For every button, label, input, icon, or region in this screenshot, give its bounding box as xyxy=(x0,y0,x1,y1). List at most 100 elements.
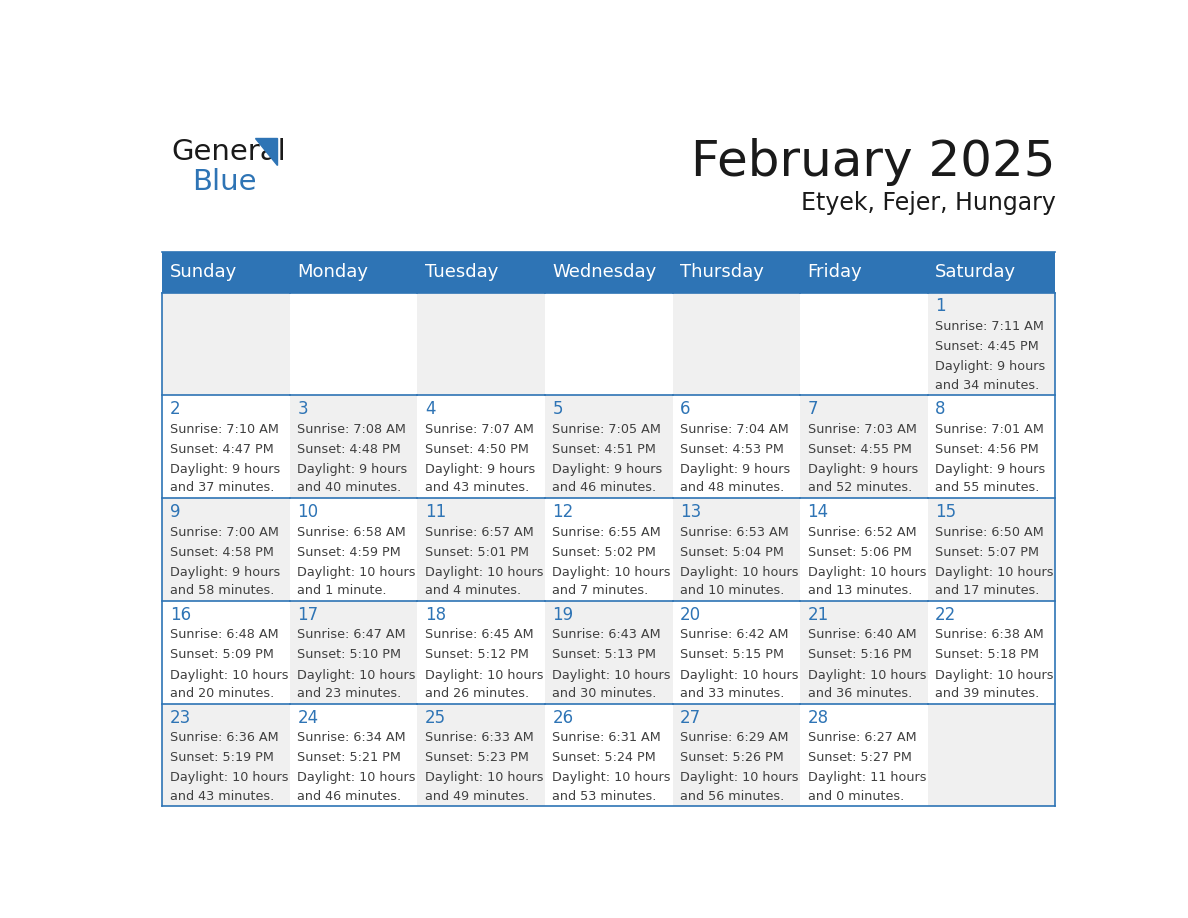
Text: and 58 minutes.: and 58 minutes. xyxy=(170,584,274,598)
Text: Sunrise: 6:33 AM: Sunrise: 6:33 AM xyxy=(425,732,533,744)
Bar xyxy=(801,601,928,703)
Text: Sunrise: 7:11 AM: Sunrise: 7:11 AM xyxy=(935,320,1044,333)
Text: Sunday: Sunday xyxy=(170,263,236,281)
Text: Daylight: 10 hours: Daylight: 10 hours xyxy=(425,771,543,784)
Text: 1: 1 xyxy=(935,297,946,316)
Text: Sunrise: 6:34 AM: Sunrise: 6:34 AM xyxy=(297,732,406,744)
Text: Sunset: 5:01 PM: Sunset: 5:01 PM xyxy=(425,545,529,559)
Text: and 40 minutes.: and 40 minutes. xyxy=(297,481,402,495)
Bar xyxy=(801,498,928,601)
Text: 23: 23 xyxy=(170,709,191,726)
Text: Sunrise: 6:52 AM: Sunrise: 6:52 AM xyxy=(808,526,916,539)
Bar xyxy=(163,293,290,396)
Bar xyxy=(163,396,290,498)
Text: 17: 17 xyxy=(297,606,318,624)
Text: Daylight: 9 hours: Daylight: 9 hours xyxy=(808,463,918,476)
Bar xyxy=(545,498,672,601)
Text: Sunset: 4:56 PM: Sunset: 4:56 PM xyxy=(935,442,1040,456)
Text: Sunrise: 7:01 AM: Sunrise: 7:01 AM xyxy=(935,423,1044,436)
Text: Sunrise: 6:45 AM: Sunrise: 6:45 AM xyxy=(425,629,533,642)
Text: 26: 26 xyxy=(552,709,574,726)
Text: Blue: Blue xyxy=(191,168,257,196)
Polygon shape xyxy=(255,139,278,165)
Text: Etyek, Fejer, Hungary: Etyek, Fejer, Hungary xyxy=(801,192,1055,216)
Text: Sunrise: 6:29 AM: Sunrise: 6:29 AM xyxy=(680,732,789,744)
Text: Sunset: 5:21 PM: Sunset: 5:21 PM xyxy=(297,751,402,765)
Bar xyxy=(290,498,417,601)
Text: Daylight: 9 hours: Daylight: 9 hours xyxy=(935,360,1045,374)
Text: February 2025: February 2025 xyxy=(691,139,1055,186)
Text: Sunset: 4:58 PM: Sunset: 4:58 PM xyxy=(170,545,273,559)
Text: Sunset: 5:16 PM: Sunset: 5:16 PM xyxy=(808,648,911,662)
Text: Daylight: 9 hours: Daylight: 9 hours xyxy=(297,463,407,476)
Text: Daylight: 11 hours: Daylight: 11 hours xyxy=(808,771,927,784)
Text: 28: 28 xyxy=(808,709,829,726)
Text: 24: 24 xyxy=(297,709,318,726)
Text: Sunrise: 6:48 AM: Sunrise: 6:48 AM xyxy=(170,629,278,642)
Text: 22: 22 xyxy=(935,606,956,624)
Text: Daylight: 10 hours: Daylight: 10 hours xyxy=(425,565,543,578)
Text: and 46 minutes.: and 46 minutes. xyxy=(297,789,402,802)
Text: 25: 25 xyxy=(425,709,446,726)
Text: Sunset: 5:23 PM: Sunset: 5:23 PM xyxy=(425,751,529,765)
Text: Sunrise: 7:05 AM: Sunrise: 7:05 AM xyxy=(552,423,662,436)
Bar xyxy=(290,601,417,703)
Text: and 48 minutes.: and 48 minutes. xyxy=(680,481,784,495)
Text: Sunset: 5:26 PM: Sunset: 5:26 PM xyxy=(680,751,784,765)
Text: 7: 7 xyxy=(808,400,819,419)
Text: and 43 minutes.: and 43 minutes. xyxy=(170,789,274,802)
Text: Sunrise: 6:36 AM: Sunrise: 6:36 AM xyxy=(170,732,278,744)
Text: and 52 minutes.: and 52 minutes. xyxy=(808,481,912,495)
Text: Daylight: 10 hours: Daylight: 10 hours xyxy=(552,771,671,784)
Bar xyxy=(545,396,672,498)
Bar xyxy=(672,601,801,703)
Text: Daylight: 10 hours: Daylight: 10 hours xyxy=(425,668,543,681)
Bar xyxy=(672,396,801,498)
Text: Sunset: 4:53 PM: Sunset: 4:53 PM xyxy=(680,442,784,456)
Text: and 43 minutes.: and 43 minutes. xyxy=(425,481,529,495)
Text: Daylight: 9 hours: Daylight: 9 hours xyxy=(425,463,535,476)
Text: Sunset: 5:02 PM: Sunset: 5:02 PM xyxy=(552,545,656,559)
Text: Sunrise: 7:03 AM: Sunrise: 7:03 AM xyxy=(808,423,916,436)
Text: Sunset: 5:13 PM: Sunset: 5:13 PM xyxy=(552,648,657,662)
Text: Daylight: 10 hours: Daylight: 10 hours xyxy=(680,565,798,578)
Bar xyxy=(290,396,417,498)
Bar xyxy=(801,293,928,396)
Text: Sunrise: 6:38 AM: Sunrise: 6:38 AM xyxy=(935,629,1044,642)
Text: Daylight: 10 hours: Daylight: 10 hours xyxy=(935,668,1054,681)
Text: 3: 3 xyxy=(297,400,308,419)
Text: and 17 minutes.: and 17 minutes. xyxy=(935,584,1040,598)
Bar xyxy=(545,703,672,806)
Text: Thursday: Thursday xyxy=(680,263,764,281)
Bar xyxy=(290,293,417,396)
Text: 20: 20 xyxy=(680,606,701,624)
Text: 11: 11 xyxy=(425,503,446,521)
Text: Daylight: 10 hours: Daylight: 10 hours xyxy=(935,565,1054,578)
Text: and 33 minutes.: and 33 minutes. xyxy=(680,687,784,700)
Text: and 49 minutes.: and 49 minutes. xyxy=(425,789,529,802)
Bar xyxy=(801,396,928,498)
Text: Sunset: 4:50 PM: Sunset: 4:50 PM xyxy=(425,442,529,456)
Text: Sunrise: 6:31 AM: Sunrise: 6:31 AM xyxy=(552,732,662,744)
Text: and 55 minutes.: and 55 minutes. xyxy=(935,481,1040,495)
Text: Sunset: 5:09 PM: Sunset: 5:09 PM xyxy=(170,648,273,662)
Bar xyxy=(672,703,801,806)
Text: Sunset: 5:06 PM: Sunset: 5:06 PM xyxy=(808,545,911,559)
Text: Sunrise: 7:04 AM: Sunrise: 7:04 AM xyxy=(680,423,789,436)
Text: 9: 9 xyxy=(170,503,181,521)
Text: 16: 16 xyxy=(170,606,191,624)
Text: Sunset: 4:55 PM: Sunset: 4:55 PM xyxy=(808,442,911,456)
Text: General: General xyxy=(171,139,286,166)
Text: and 37 minutes.: and 37 minutes. xyxy=(170,481,274,495)
Text: Monday: Monday xyxy=(297,263,368,281)
Text: Sunset: 5:10 PM: Sunset: 5:10 PM xyxy=(297,648,402,662)
Text: Sunrise: 6:50 AM: Sunrise: 6:50 AM xyxy=(935,526,1044,539)
Bar xyxy=(928,703,1055,806)
Text: and 13 minutes.: and 13 minutes. xyxy=(808,584,912,598)
Text: Sunrise: 7:00 AM: Sunrise: 7:00 AM xyxy=(170,526,278,539)
Text: Sunset: 5:15 PM: Sunset: 5:15 PM xyxy=(680,648,784,662)
Text: Sunrise: 7:07 AM: Sunrise: 7:07 AM xyxy=(425,423,533,436)
Text: 4: 4 xyxy=(425,400,435,419)
Bar xyxy=(417,396,545,498)
Bar xyxy=(417,601,545,703)
